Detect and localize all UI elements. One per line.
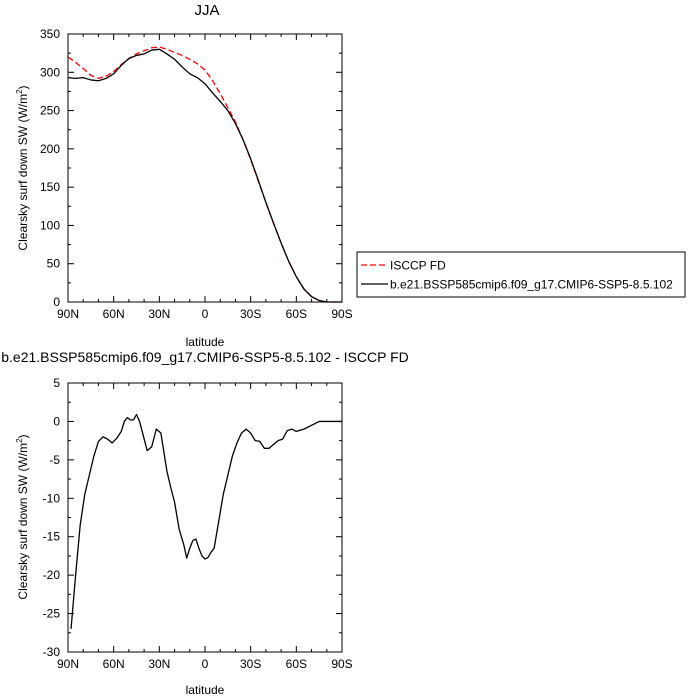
bottom-panel-x-tick-label: 60N: [103, 657, 125, 671]
top-panel-y-axis: 0 50 100 150 200 250 300 350: [40, 27, 342, 309]
bottom-panel-y-axis: 5 0 -5 -10 -15 -20 -25 -30: [43, 376, 342, 659]
top-panel-y-axis-label-main: Clearsky surf down SW (W/m: [16, 94, 30, 251]
bottom-panel-y-tick-label: -15: [43, 530, 61, 544]
legend-box: [356, 251, 686, 298]
top-panel-y-tick-label: 200: [40, 142, 60, 156]
top-panel-y-tick-label: 0: [53, 295, 60, 309]
top-panel-series-line-0: [67, 46, 342, 303]
bottom-panel-y-axis-label-main: Clearsky surf down SW (W/m: [16, 443, 30, 600]
top-panel-x-tick-label: 30N: [148, 307, 170, 321]
top-panel-series-line-1: [67, 48, 342, 303]
top-panel-y-tick-label: 150: [40, 180, 60, 194]
top-panel-x-axis: 90N 60N 30N 0 30S 60S 90S: [57, 34, 353, 321]
bottom-panel-y-tick-label: -20: [43, 568, 61, 582]
bottom-panel-title: b.e21.BSSP585cmip6.f09_g17.CMIP6-SSP5-8.…: [1, 349, 409, 365]
legend-label-isccp: ISCCP FD: [390, 259, 446, 273]
bottom-panel-x-tick-label: 90S: [331, 657, 352, 671]
top-panel-title: JJA: [194, 2, 219, 19]
top-panel-y-tick-label: 250: [40, 104, 60, 118]
bottom-panel-x-tick-label: 0: [202, 657, 209, 671]
top-panel-x-tick-label: 0: [202, 307, 209, 321]
bottom-panel-y-axis-label-sup: 2: [15, 438, 24, 443]
bottom-panel-y-tick-label: -25: [43, 607, 61, 621]
bottom-panel-series-line-0: [70, 413, 342, 629]
top-panel-x-tick-label: 90N: [57, 307, 79, 321]
top-panel-x-axis-label: latitude: [186, 335, 225, 349]
top-panel-y-tick-label: 50: [47, 257, 61, 271]
top-panel-y-tick-label: 300: [40, 65, 60, 79]
top-panel-x-tick-label: 30S: [240, 307, 261, 321]
bottom-panel-plot-frame: [67, 382, 343, 653]
top-panel-y-tick-label: 350: [40, 27, 60, 41]
bottom-panel-y-tick-label: 5: [53, 376, 60, 390]
top-panel-series-group: [67, 46, 342, 303]
top-panel-y-axis-label: Clearsky surf down SW (W/m2): [15, 85, 30, 250]
bottom-panel-x-tick-label: 60S: [286, 657, 307, 671]
bottom-panel-y-tick-label: -30: [43, 645, 61, 659]
legend-label-model: b.e21.BSSP585cmip6.f09_g17.CMIP6-SSP5-8.…: [390, 278, 673, 292]
legend: ISCCP FD b.e21.BSSP585cmip6.f09_g17.CMIP…: [356, 251, 686, 298]
bottom-panel-x-axis: 90N 60N 30N 0 30S 60S 90S: [57, 383, 353, 671]
top-panel-x-tick-label: 60N: [103, 307, 125, 321]
bottom-panel-series-group: [70, 413, 342, 629]
bottom-panel-y-tick-label: -10: [43, 491, 61, 505]
top-panel-x-tick-label: 60S: [286, 307, 307, 321]
bottom-panel-y-axis-label: Clearsky surf down SW (W/m2): [15, 434, 30, 599]
bottom-panel-x-tick-label: 30S: [240, 657, 261, 671]
top-panel-y-axis-label-close: ): [16, 85, 30, 89]
bottom-panel-x-tick-label: 90N: [57, 657, 79, 671]
bottom-panel-y-tick-label: 0: [53, 414, 60, 428]
top-panel-y-tick-label: 100: [40, 218, 60, 232]
top-panel: JJA 90N 60N 30N 0 30S 60S 90S 0 50 100 150 200 250 3…: [15, 2, 686, 349]
bottom-panel-x-axis-label: latitude: [186, 683, 225, 697]
bottom-panel-y-tick-label: -5: [49, 453, 60, 467]
bottom-panel-y-axis-label-close: ): [16, 434, 30, 438]
top-panel-x-tick-label: 90S: [331, 307, 352, 321]
bottom-panel-x-tick-label: 30N: [148, 657, 170, 671]
bottom-panel: b.e21.BSSP585cmip6.f09_g17.CMIP6-SSP5-8.…: [1, 349, 409, 697]
top-panel-y-axis-label-sup: 2: [15, 89, 24, 94]
